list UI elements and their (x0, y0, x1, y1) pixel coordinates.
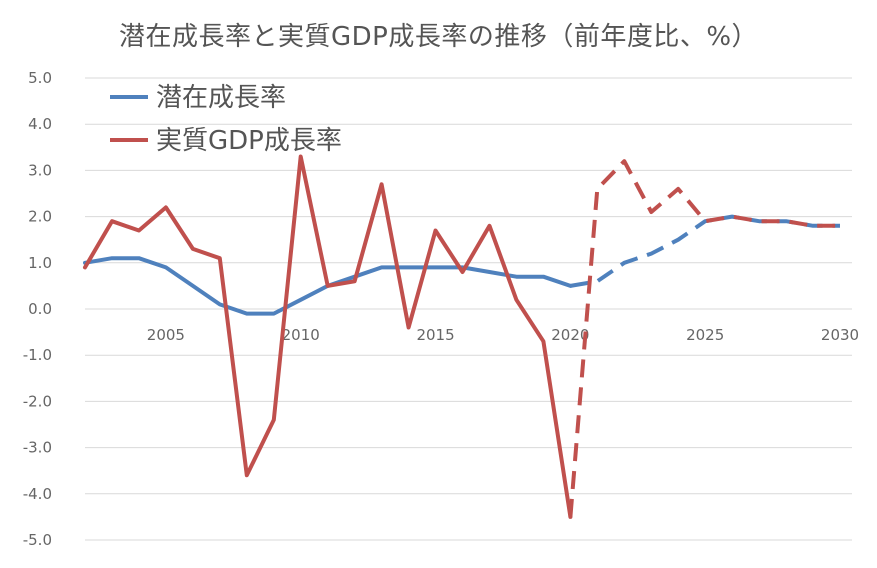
legend-label: 実質GDP成長率 (156, 126, 342, 156)
y-tick-label: -2.0 (23, 392, 52, 410)
y-tick-label: -4.0 (23, 485, 52, 503)
y-tick-label: 5.0 (28, 69, 52, 87)
y-tick-label: -3.0 (23, 439, 52, 457)
legend-label: 潜在成長率 (156, 83, 286, 113)
x-tick-label: 2005 (147, 326, 185, 344)
y-tick-label: 1.0 (28, 254, 52, 272)
y-tick-label: -1.0 (23, 346, 52, 364)
series-line-dashed-1 (568, 159, 840, 518)
y-tick-label: 2.0 (28, 208, 52, 226)
x-tick-label: 2030 (821, 326, 859, 344)
y-tick-label: 0.0 (28, 300, 52, 318)
x-tick-label: 2025 (686, 326, 724, 344)
x-tick-label: 2015 (416, 326, 454, 344)
y-tick-label: -5.0 (23, 531, 52, 549)
x-tick-label: 2020 (551, 326, 589, 344)
y-tick-label: 3.0 (28, 161, 52, 179)
chart-title: 潜在成長率と実質GDP成長率の推移（前年度比、%） (118, 22, 759, 52)
x-tick-label: 2010 (282, 326, 320, 344)
series-line-solid-1 (83, 154, 573, 519)
series-line-dashed-0 (570, 214, 840, 288)
y-tick-label: 4.0 (28, 115, 52, 133)
